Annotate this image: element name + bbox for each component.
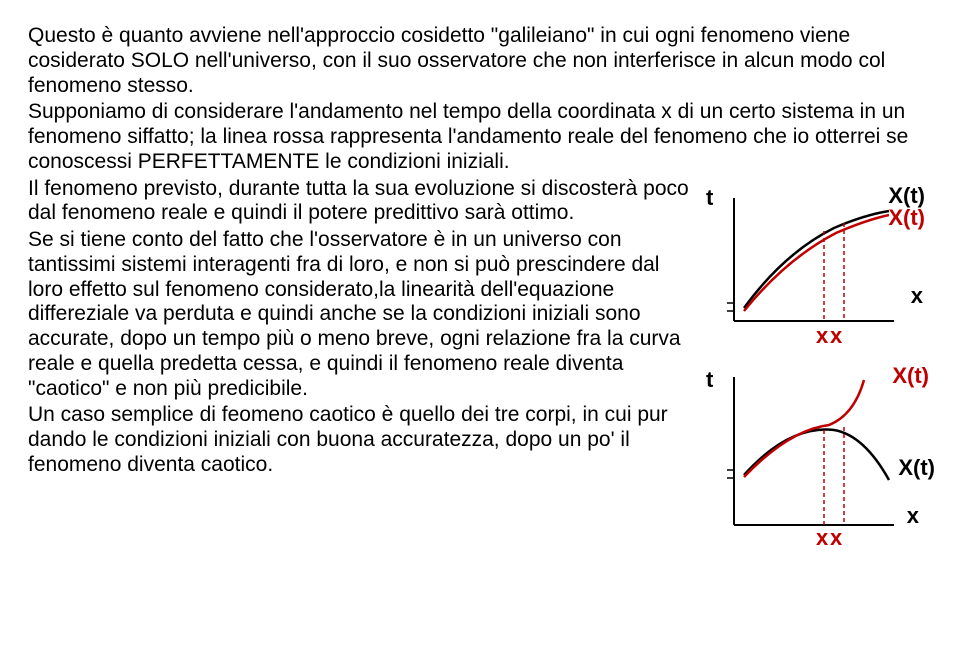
paragraph-5: Un caso semplice di feomeno caotico è qu…: [28, 403, 698, 477]
graph2-curve-black: [744, 429, 889, 479]
graph1-t-label: t: [706, 185, 713, 211]
paragraph-3: Il fenomeno previsto, durante tutta la s…: [28, 177, 698, 227]
graph-bottom: t X(t) X(t) x x x: [706, 363, 931, 553]
graph1-x-black-label: x: [911, 283, 923, 309]
paragraph-4: Se si tiene conto del fatto che l'osserv…: [28, 228, 698, 401]
paragraph-2: Supponiamo di considerare l'andamento ne…: [28, 100, 931, 174]
graph2-x-red2-label: x: [830, 525, 842, 551]
graph2-curve-red: [744, 380, 864, 477]
graphs-column: t X(t) X(t) x x x t X(t) X(t) x x: [706, 177, 931, 553]
graph1-x-red2-label: x: [830, 323, 842, 349]
graph-bottom-svg: [724, 375, 899, 535]
graph2-x-black-label: x: [907, 503, 919, 529]
graph1-xt-red-label: X(t): [888, 205, 925, 231]
graph-top: t X(t) X(t) x x x: [706, 183, 931, 353]
graph1-x-red-label: x: [816, 323, 828, 349]
graph1-curve-red: [744, 215, 889, 311]
graph2-xt-red-label: X(t): [892, 363, 929, 389]
graph2-t-label: t: [706, 367, 713, 393]
paragraph-1: Questo è quanto avviene nell'approccio c…: [28, 24, 931, 98]
text-column: Il fenomeno previsto, durante tutta la s…: [28, 177, 706, 553]
bottom-section: Il fenomeno previsto, durante tutta la s…: [28, 177, 931, 553]
graph2-x-red-label: x: [816, 525, 828, 551]
graph-top-svg: [724, 193, 899, 328]
graph1-curve-black: [744, 211, 889, 308]
graph2-xt-black-label: X(t): [898, 455, 935, 481]
